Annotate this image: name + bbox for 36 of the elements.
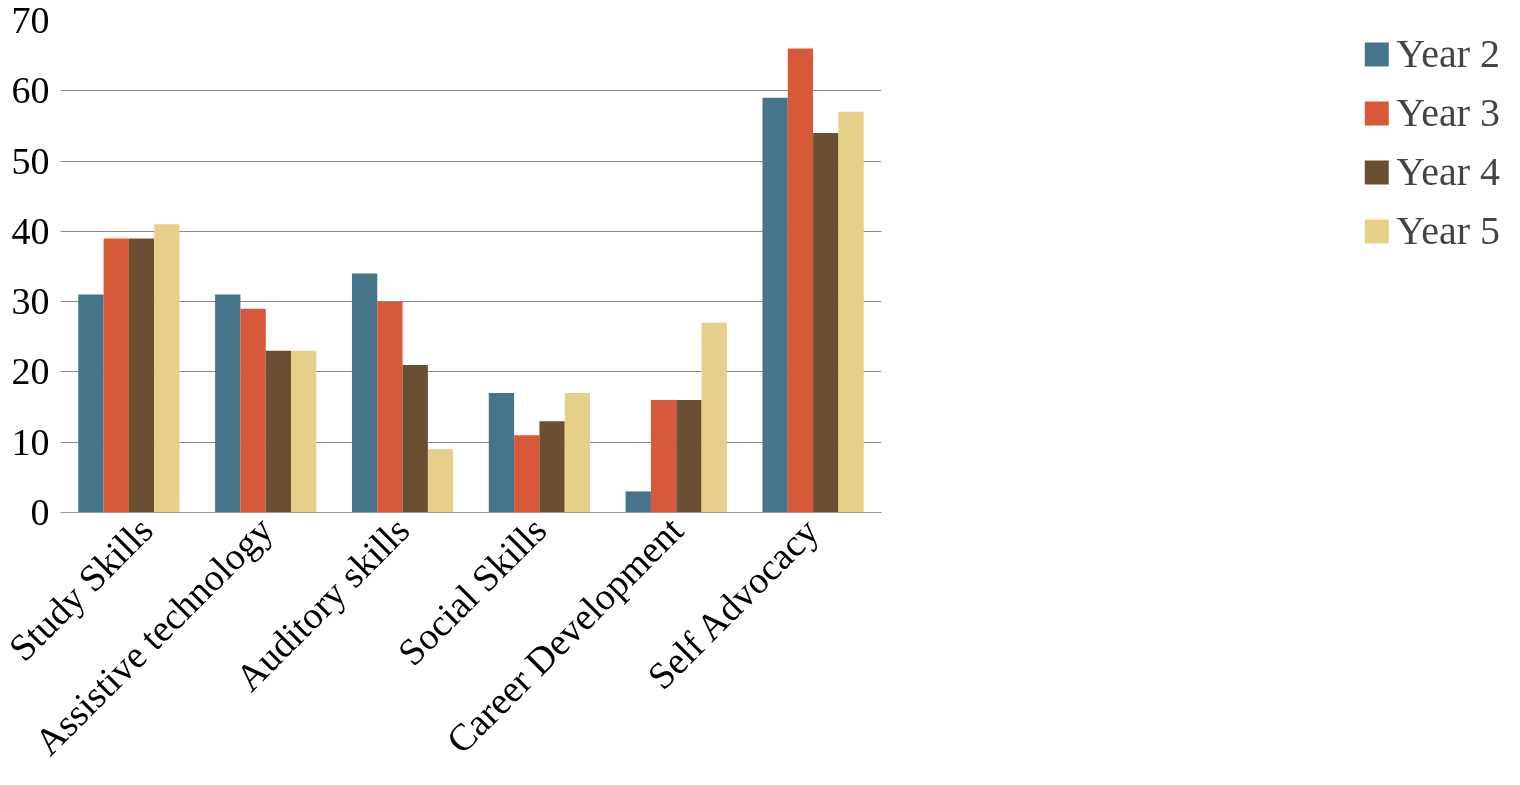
y-tick-label: 10: [11, 420, 50, 463]
bar: [240, 308, 266, 513]
bar: [813, 132, 839, 513]
bar: [650, 400, 677, 513]
bar: [265, 350, 292, 513]
bar: [215, 294, 241, 513]
bar: [564, 393, 591, 513]
bar: [402, 364, 428, 513]
legend-label: Year 3: [1396, 89, 1500, 136]
bar: [787, 48, 814, 513]
bar: [154, 224, 180, 513]
bar: [351, 273, 378, 513]
bar: [676, 400, 702, 513]
bar: [701, 322, 727, 513]
y-tick-label: 40: [11, 209, 50, 252]
y-tick-label: 20: [11, 350, 50, 393]
y-tick-label: 0: [30, 491, 50, 533]
legend-label: Year 5: [1396, 207, 1500, 254]
y-tick-label: 30: [11, 280, 50, 323]
bar: [488, 393, 515, 513]
bar: [539, 421, 565, 513]
y-tick-label: 70: [11, 0, 50, 41]
bar: [377, 301, 403, 513]
bar: [128, 238, 155, 513]
bar: [78, 294, 104, 513]
bar: [762, 97, 788, 513]
bar: [427, 449, 454, 513]
y-tick-label: 50: [11, 139, 50, 182]
bar: [625, 491, 651, 513]
y-tick-label: 60: [11, 69, 50, 112]
bar: [103, 238, 129, 513]
bar: [514, 435, 540, 513]
bar: [838, 111, 864, 513]
legend-label: Year 4: [1396, 148, 1500, 195]
legend-label: Year 2: [1396, 30, 1500, 77]
bar: [291, 350, 317, 513]
